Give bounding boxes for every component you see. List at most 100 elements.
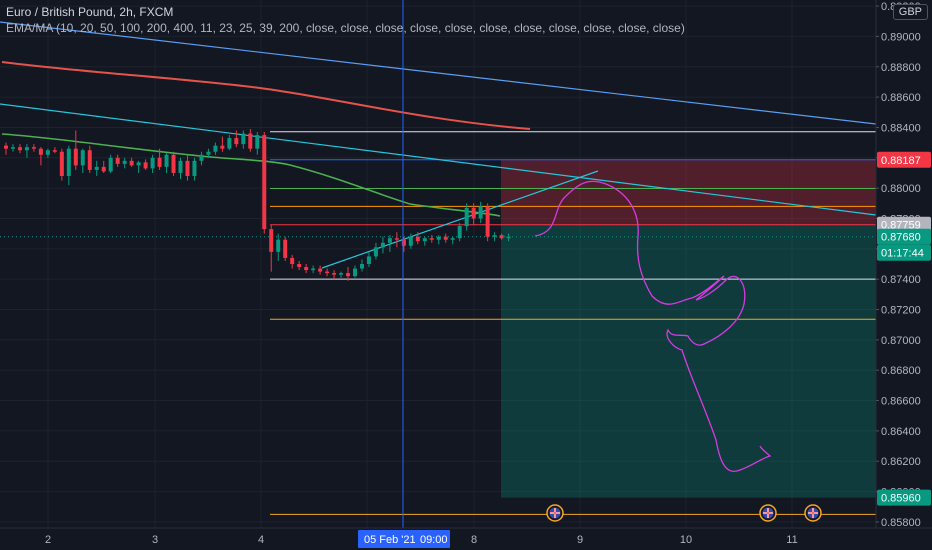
candle-body (192, 160, 197, 176)
price-axis-label: 0.85800 (881, 517, 921, 529)
candle-body (10, 147, 15, 149)
candle-body (73, 148, 78, 166)
time-axis-label: 9 (577, 534, 583, 546)
price-axis-label: 0.86200 (881, 456, 921, 468)
candle-body (471, 207, 476, 219)
price-axis-label: 0.89000 (881, 31, 921, 43)
candle-body (199, 154, 204, 161)
candle-body (227, 138, 232, 149)
candle-body (206, 151, 211, 155)
candle-body (4, 145, 8, 149)
crosshair-time-label: 05 Feb '21 09:00 (358, 530, 450, 548)
currency-button[interactable]: GBP (892, 4, 928, 20)
take-profit-zone (501, 224, 876, 498)
price-tag: 0.85960 (877, 489, 931, 506)
candle-body (366, 256, 371, 264)
candle-body (150, 157, 155, 169)
candle-body (290, 257, 295, 264)
candle-body (499, 235, 504, 239)
candle-body (136, 162, 141, 166)
candle-body (422, 238, 427, 242)
candle-body (178, 160, 183, 173)
indicator-label[interactable]: EMA/MA (10, 20, 50, 100, 200, 400, 11, 2… (6, 21, 685, 35)
candle-body (241, 133, 246, 145)
price-tag: 01:17:44 (877, 244, 931, 261)
candle-body (429, 238, 434, 240)
price-axis-panel (876, 0, 932, 550)
candle-body (143, 162, 148, 169)
candle-body (248, 133, 253, 149)
price-axis-label: 0.87200 (881, 305, 921, 317)
price-tag-text: 0.87680 (881, 232, 921, 244)
candle-body (108, 157, 113, 172)
candle-body (262, 135, 267, 230)
candle-body (359, 264, 364, 269)
candle-body (80, 150, 85, 166)
candle-body (478, 206, 483, 219)
candle-body (59, 151, 64, 176)
candle-body (66, 148, 71, 176)
price-axis-label: 0.86800 (881, 365, 921, 377)
candle-body (255, 135, 260, 149)
candle-body (311, 268, 316, 271)
price-tag: 0.88187 (877, 151, 931, 168)
price-tag-text: 0.88187 (881, 155, 921, 167)
candle-body (17, 147, 22, 151)
price-axis-label: 0.88800 (881, 62, 921, 74)
candle-body (346, 273, 351, 277)
candle-body (185, 160, 190, 176)
price-tag: 0.87680 (877, 228, 931, 245)
time-axis-panel (0, 528, 932, 550)
candle-body (38, 148, 43, 155)
event-marker (546, 504, 564, 522)
candle-body (94, 166, 99, 170)
trendline-cyan-2 (321, 170, 599, 269)
candle-body (304, 267, 309, 271)
candle-body (380, 242, 385, 248)
candle-body (325, 271, 330, 274)
candle-body (387, 238, 392, 243)
time-axis-label: 8 (471, 534, 477, 546)
event-marker (804, 504, 822, 522)
price-axis-label: 0.86400 (881, 426, 921, 438)
price-tag-bg (877, 244, 931, 261)
candle-body (24, 147, 29, 151)
price-tag-text: 0.85960 (881, 493, 921, 505)
candle-body (332, 273, 337, 275)
candle-body (31, 147, 36, 149)
candle-body (269, 229, 274, 252)
candle-body (234, 138, 239, 145)
crosshair-time-bg (358, 530, 450, 548)
candle-body (318, 268, 323, 272)
price-axis-label: 0.87000 (881, 335, 921, 347)
time-axis-label: 3 (152, 534, 158, 546)
candle-body (283, 239, 288, 258)
candle-body (164, 154, 169, 167)
candle-body (339, 273, 344, 275)
candle-body (101, 166, 106, 172)
symbol-title[interactable]: Euro / British Pound, 2h, FXCM (6, 5, 174, 19)
candle-body (87, 150, 92, 170)
candle-body (485, 206, 490, 237)
candle-body (464, 207, 469, 227)
candle-body (450, 238, 455, 240)
price-tag-bg (877, 489, 931, 506)
candle-body (443, 236, 448, 240)
candle-body (436, 236, 441, 240)
candle-body (115, 157, 120, 164)
event-marker (759, 504, 777, 522)
trendline-cyan-1 (0, 103, 877, 216)
candle-body (220, 145, 225, 149)
time-axis-label: 2 (45, 534, 51, 546)
moving-average-green (1, 133, 501, 217)
time-axis-label: 10 (680, 534, 692, 546)
candle-body (353, 268, 357, 277)
candle-body (506, 236, 511, 239)
candle-body (394, 238, 399, 240)
candle-body (129, 160, 134, 166)
price-axis-label: 0.87400 (881, 274, 921, 286)
price-axis-label: 0.88000 (881, 183, 921, 195)
candle-body (415, 236, 420, 242)
